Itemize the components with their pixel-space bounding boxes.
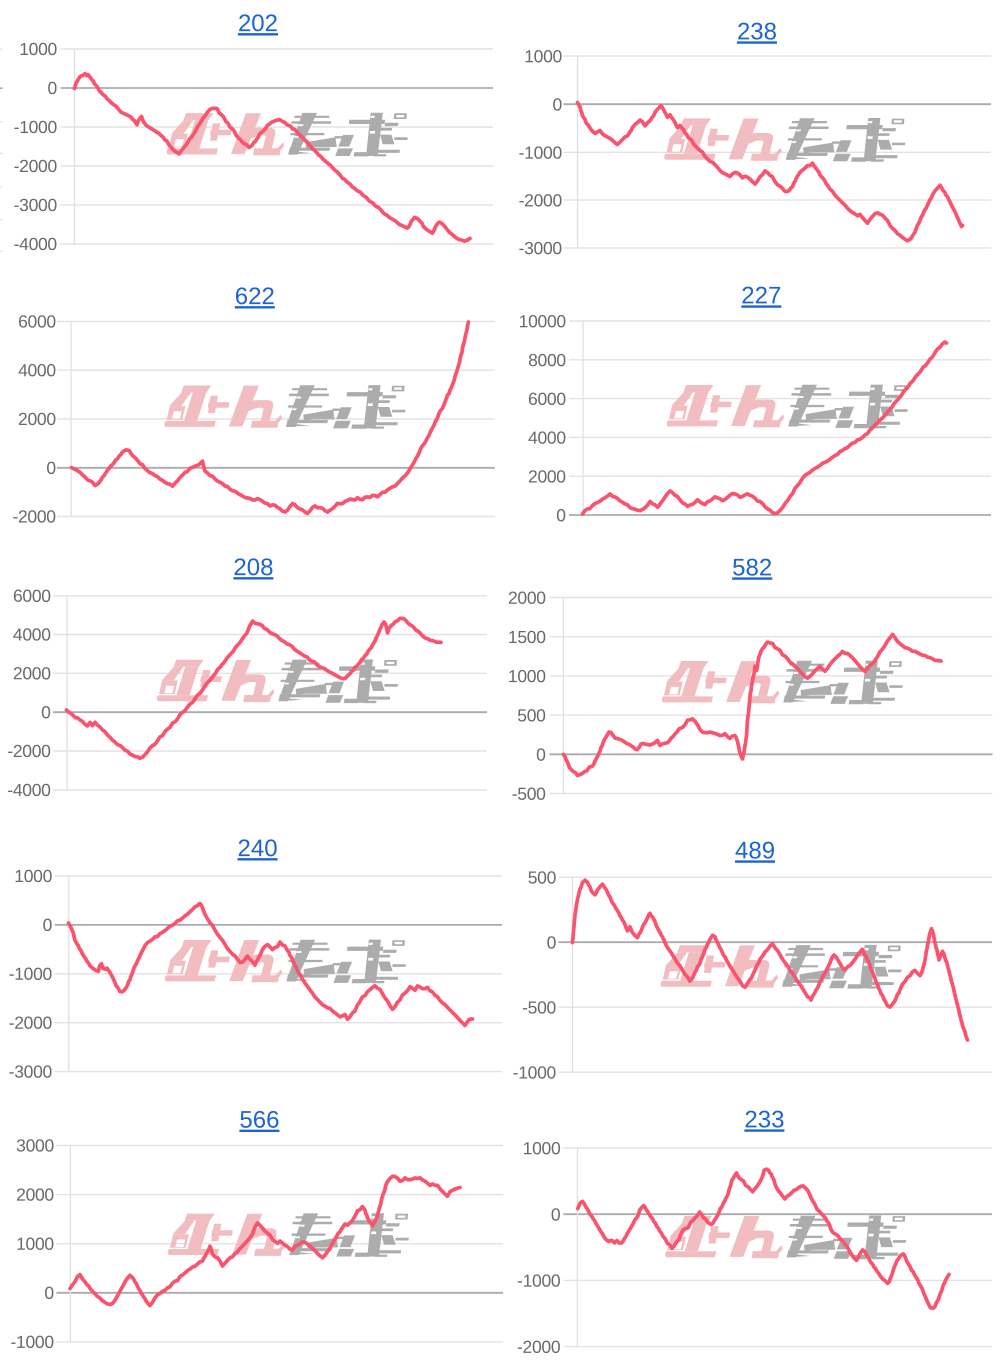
svg-text:-2000: -2000: [12, 507, 56, 527]
svg-text:0: 0: [48, 78, 58, 98]
svg-text:6000: 6000: [18, 312, 56, 332]
svg-text:227: 227: [741, 282, 781, 309]
svg-text:-1000: -1000: [14, 117, 58, 137]
svg-text:240: 240: [238, 835, 278, 862]
svg-text:-1000: -1000: [519, 143, 563, 163]
svg-text:1000: 1000: [523, 1138, 561, 1158]
svg-text:3000: 3000: [16, 1136, 54, 1156]
svg-text:566: 566: [239, 1107, 279, 1134]
svg-text:6000: 6000: [528, 389, 566, 409]
svg-text:622: 622: [235, 283, 275, 310]
svg-text:-2000: -2000: [519, 190, 563, 210]
svg-text:2000: 2000: [13, 663, 51, 683]
svg-text:0: 0: [536, 745, 546, 765]
svg-text:2000: 2000: [18, 409, 56, 429]
svg-text:0: 0: [556, 505, 566, 525]
svg-text:-2000: -2000: [14, 156, 58, 176]
svg-text:1500: 1500: [508, 627, 546, 647]
svg-text:0: 0: [43, 915, 53, 935]
svg-text:-1000: -1000: [513, 1062, 557, 1082]
svg-text:1000: 1000: [508, 666, 546, 686]
svg-text:0: 0: [553, 94, 563, 114]
svg-text:0: 0: [41, 702, 51, 722]
svg-text:0: 0: [46, 458, 56, 478]
svg-text:1000: 1000: [16, 1234, 54, 1254]
svg-text:238: 238: [737, 18, 777, 45]
svg-text:4000: 4000: [528, 428, 566, 448]
svg-text:2000: 2000: [508, 588, 546, 608]
svg-text:-3000: -3000: [519, 238, 563, 258]
svg-text:4000: 4000: [18, 360, 56, 380]
svg-text:500: 500: [528, 867, 557, 887]
svg-text:582: 582: [732, 554, 772, 581]
svg-text:2000: 2000: [16, 1185, 54, 1205]
svg-text:-4000: -4000: [14, 234, 58, 254]
svg-text:233: 233: [744, 1106, 784, 1133]
svg-text:-2000: -2000: [7, 741, 51, 761]
svg-text:-2000: -2000: [9, 1013, 53, 1033]
svg-text:-1000: -1000: [11, 1332, 55, 1352]
svg-text:-500: -500: [522, 997, 556, 1017]
svg-text:0: 0: [44, 1283, 54, 1303]
svg-text:208: 208: [233, 554, 273, 581]
svg-text:489: 489: [735, 837, 775, 864]
svg-text:2000: 2000: [528, 466, 566, 486]
svg-text:202: 202: [238, 10, 278, 37]
svg-text:-2000: -2000: [517, 1337, 561, 1357]
svg-text:-1000: -1000: [9, 964, 53, 984]
svg-text:10000: 10000: [519, 311, 567, 331]
svg-text:-3000: -3000: [9, 1062, 53, 1082]
svg-text:6000: 6000: [13, 586, 51, 606]
svg-text:4000: 4000: [13, 625, 51, 645]
svg-text:-1000: -1000: [517, 1271, 561, 1291]
svg-text:-500: -500: [512, 784, 546, 804]
svg-text:1000: 1000: [524, 46, 562, 66]
svg-text:1000: 1000: [19, 39, 57, 59]
svg-text:-3000: -3000: [14, 195, 58, 215]
svg-text:1000: 1000: [14, 866, 52, 886]
svg-text:-4000: -4000: [7, 780, 51, 800]
svg-text:0: 0: [551, 1204, 561, 1224]
svg-text:500: 500: [517, 705, 546, 725]
svg-text:8000: 8000: [528, 350, 566, 370]
svg-text:0: 0: [547, 932, 557, 952]
